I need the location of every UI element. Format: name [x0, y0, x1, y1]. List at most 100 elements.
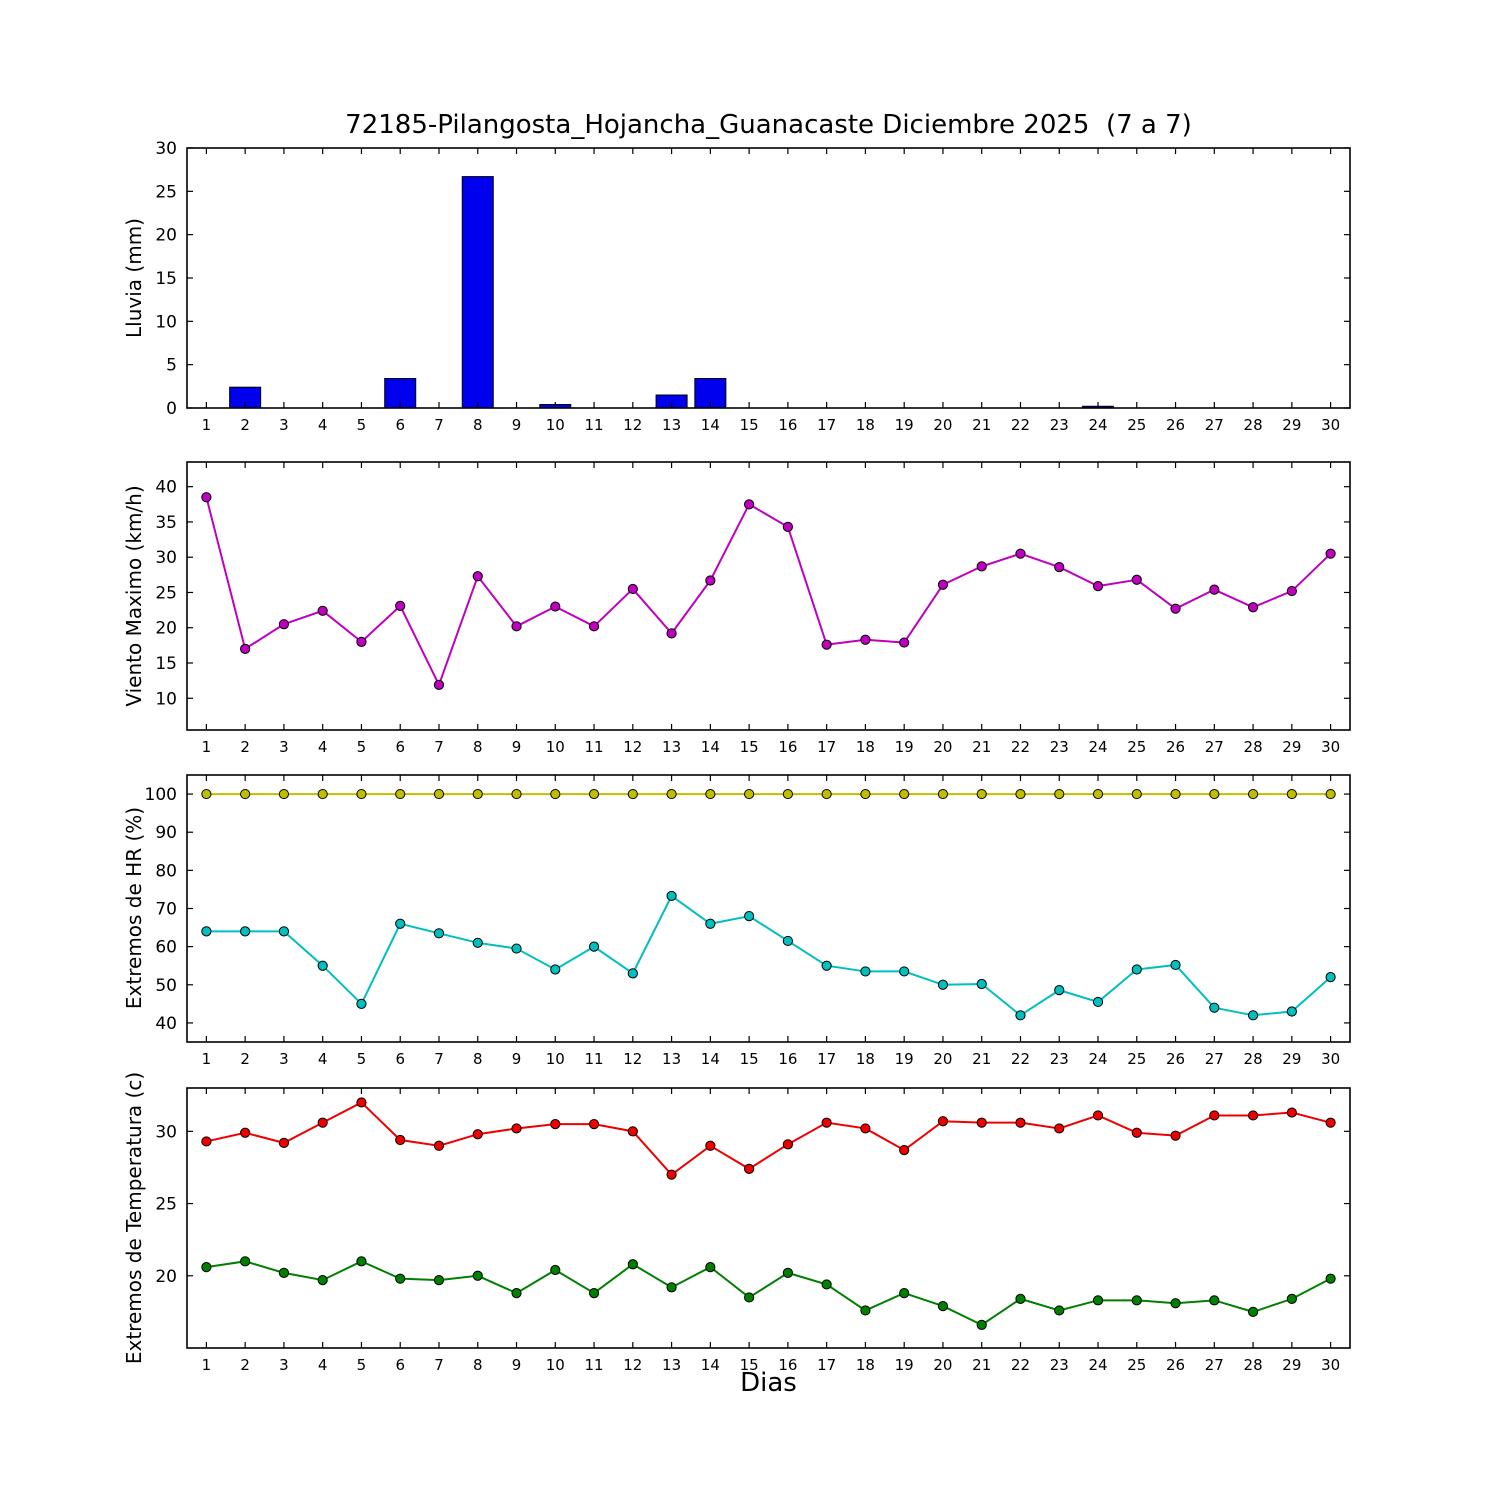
marker-viento_maximo	[317, 605, 328, 616]
x-tick-label: 7	[434, 738, 444, 756]
marker-hr_max	[860, 788, 871, 800]
marker-temp_min	[1092, 1295, 1104, 1306]
x-tick-label: 19	[895, 416, 914, 434]
x-tick-label: 12	[623, 1050, 642, 1068]
marker-temp_max	[1054, 1123, 1065, 1134]
marker-hr_min	[899, 966, 910, 977]
x-tick-label: 11	[585, 1356, 604, 1374]
y-tick-label: 60	[155, 938, 177, 958]
y-tick-label: 30	[155, 1122, 177, 1142]
x-tick-label: 10	[546, 1050, 565, 1068]
x-tick-label: 24	[1088, 416, 1107, 434]
marker-temp_max	[705, 1140, 716, 1151]
marker-hr_max	[511, 788, 522, 800]
x-tick-label: 12	[623, 738, 642, 756]
marker-viento_maximo	[511, 621, 522, 632]
x-tick-label: 29	[1282, 1050, 1301, 1068]
marker-temp_min	[899, 1288, 910, 1299]
marker-viento_maximo	[1092, 581, 1104, 592]
marker-hr_max	[317, 788, 328, 800]
marker-hr_max	[705, 788, 716, 800]
marker-temp_max	[472, 1129, 483, 1140]
x-tick-label: 13	[662, 738, 681, 756]
xlabel-dias: Dias	[740, 1368, 797, 1398]
marker-temp_max	[395, 1134, 406, 1146]
marker-temp_max	[201, 1136, 212, 1147]
marker-hr_min	[744, 911, 755, 922]
marker-hr_max	[1170, 788, 1181, 800]
marker-temp_min	[1170, 1298, 1181, 1309]
marker-temp_min	[317, 1275, 328, 1286]
marker-temp_max	[1209, 1110, 1220, 1121]
x-tick-label: 6	[395, 1050, 405, 1068]
x-tick-label: 9	[512, 416, 522, 434]
marker-temp_min	[1286, 1293, 1297, 1304]
x-tick-label: 28	[1244, 1356, 1263, 1374]
x-tick-label: 20	[933, 416, 952, 434]
marker-hr_max	[666, 788, 677, 800]
x-tick-label: 15	[740, 416, 759, 434]
marker-hr_min	[356, 998, 367, 1009]
marker-temp_min	[705, 1262, 716, 1273]
x-tick-label: 25	[1127, 1356, 1146, 1374]
x-tick-label: 3	[279, 1050, 289, 1068]
y-tick-label: 80	[155, 861, 177, 881]
line-hr_min	[206, 894, 1332, 1017]
marker-viento_maximo	[937, 579, 949, 590]
x-tick-label: 14	[701, 1356, 720, 1374]
x-tick-label: 7	[434, 416, 444, 434]
x-tick-label: 10	[546, 416, 565, 434]
marker-hr_min	[705, 918, 716, 929]
marker-hr_min	[937, 979, 949, 990]
marker-hr_max	[1286, 788, 1297, 800]
marker-temp_min	[433, 1275, 445, 1286]
x-tick-label: 21	[972, 416, 991, 434]
x-tick-label: 2	[240, 1356, 250, 1374]
x-tick-label: 7	[434, 1356, 444, 1374]
marker-hr_min	[1131, 964, 1142, 975]
marker-viento_maximo	[278, 619, 290, 630]
x-tick-label: 2	[240, 1050, 250, 1068]
x-tick-label: 22	[1011, 738, 1030, 756]
x-tick-label: 6	[395, 416, 405, 434]
x-tick-label: 29	[1282, 416, 1301, 434]
x-tick-label: 14	[701, 738, 720, 756]
x-tick-label: 10	[546, 738, 565, 756]
y-tick-label: 5	[166, 356, 177, 376]
x-tick-label: 4	[318, 738, 328, 756]
marker-viento_maximo	[240, 643, 251, 654]
y-tick-label: 15	[155, 654, 177, 674]
marker-temp_max	[433, 1140, 445, 1151]
x-tick-label: 22	[1011, 1356, 1030, 1374]
x-tick-label: 20	[933, 738, 952, 756]
marker-temp_max	[1325, 1117, 1336, 1128]
x-tick-label: 29	[1282, 1356, 1301, 1374]
x-tick-label: 11	[585, 1050, 604, 1068]
axes-frame	[186, 147, 1351, 409]
y-tick-label: 40	[155, 1014, 177, 1034]
y-tick-label: 25	[155, 583, 177, 603]
x-tick-label: 19	[895, 738, 914, 756]
y-tick-label: 25	[155, 182, 177, 202]
x-tick-label: 13	[662, 416, 681, 434]
marker-temp_min	[666, 1282, 677, 1293]
x-tick-label: 17	[817, 1356, 836, 1374]
marker-temp_max	[782, 1139, 793, 1150]
x-tick-label: 12	[623, 416, 642, 434]
marker-viento_maximo	[356, 636, 367, 647]
marker-hr_min	[627, 968, 638, 979]
marker-temp_min	[937, 1301, 949, 1312]
marker-hr_min	[1170, 959, 1181, 971]
x-tick-label: 5	[357, 416, 367, 434]
y-tick-label: 30	[155, 548, 177, 568]
marker-hr_min	[1054, 985, 1065, 996]
x-tick-label: 23	[1050, 1356, 1069, 1374]
x-tick-label: 27	[1205, 1050, 1224, 1068]
x-tick-label: 21	[972, 738, 991, 756]
marker-temp_min	[976, 1319, 987, 1330]
x-tick-label: 12	[623, 1356, 642, 1374]
y-tick-label: 70	[155, 900, 177, 920]
marker-hr_max	[1209, 788, 1220, 800]
marker-hr_max	[1247, 788, 1259, 800]
